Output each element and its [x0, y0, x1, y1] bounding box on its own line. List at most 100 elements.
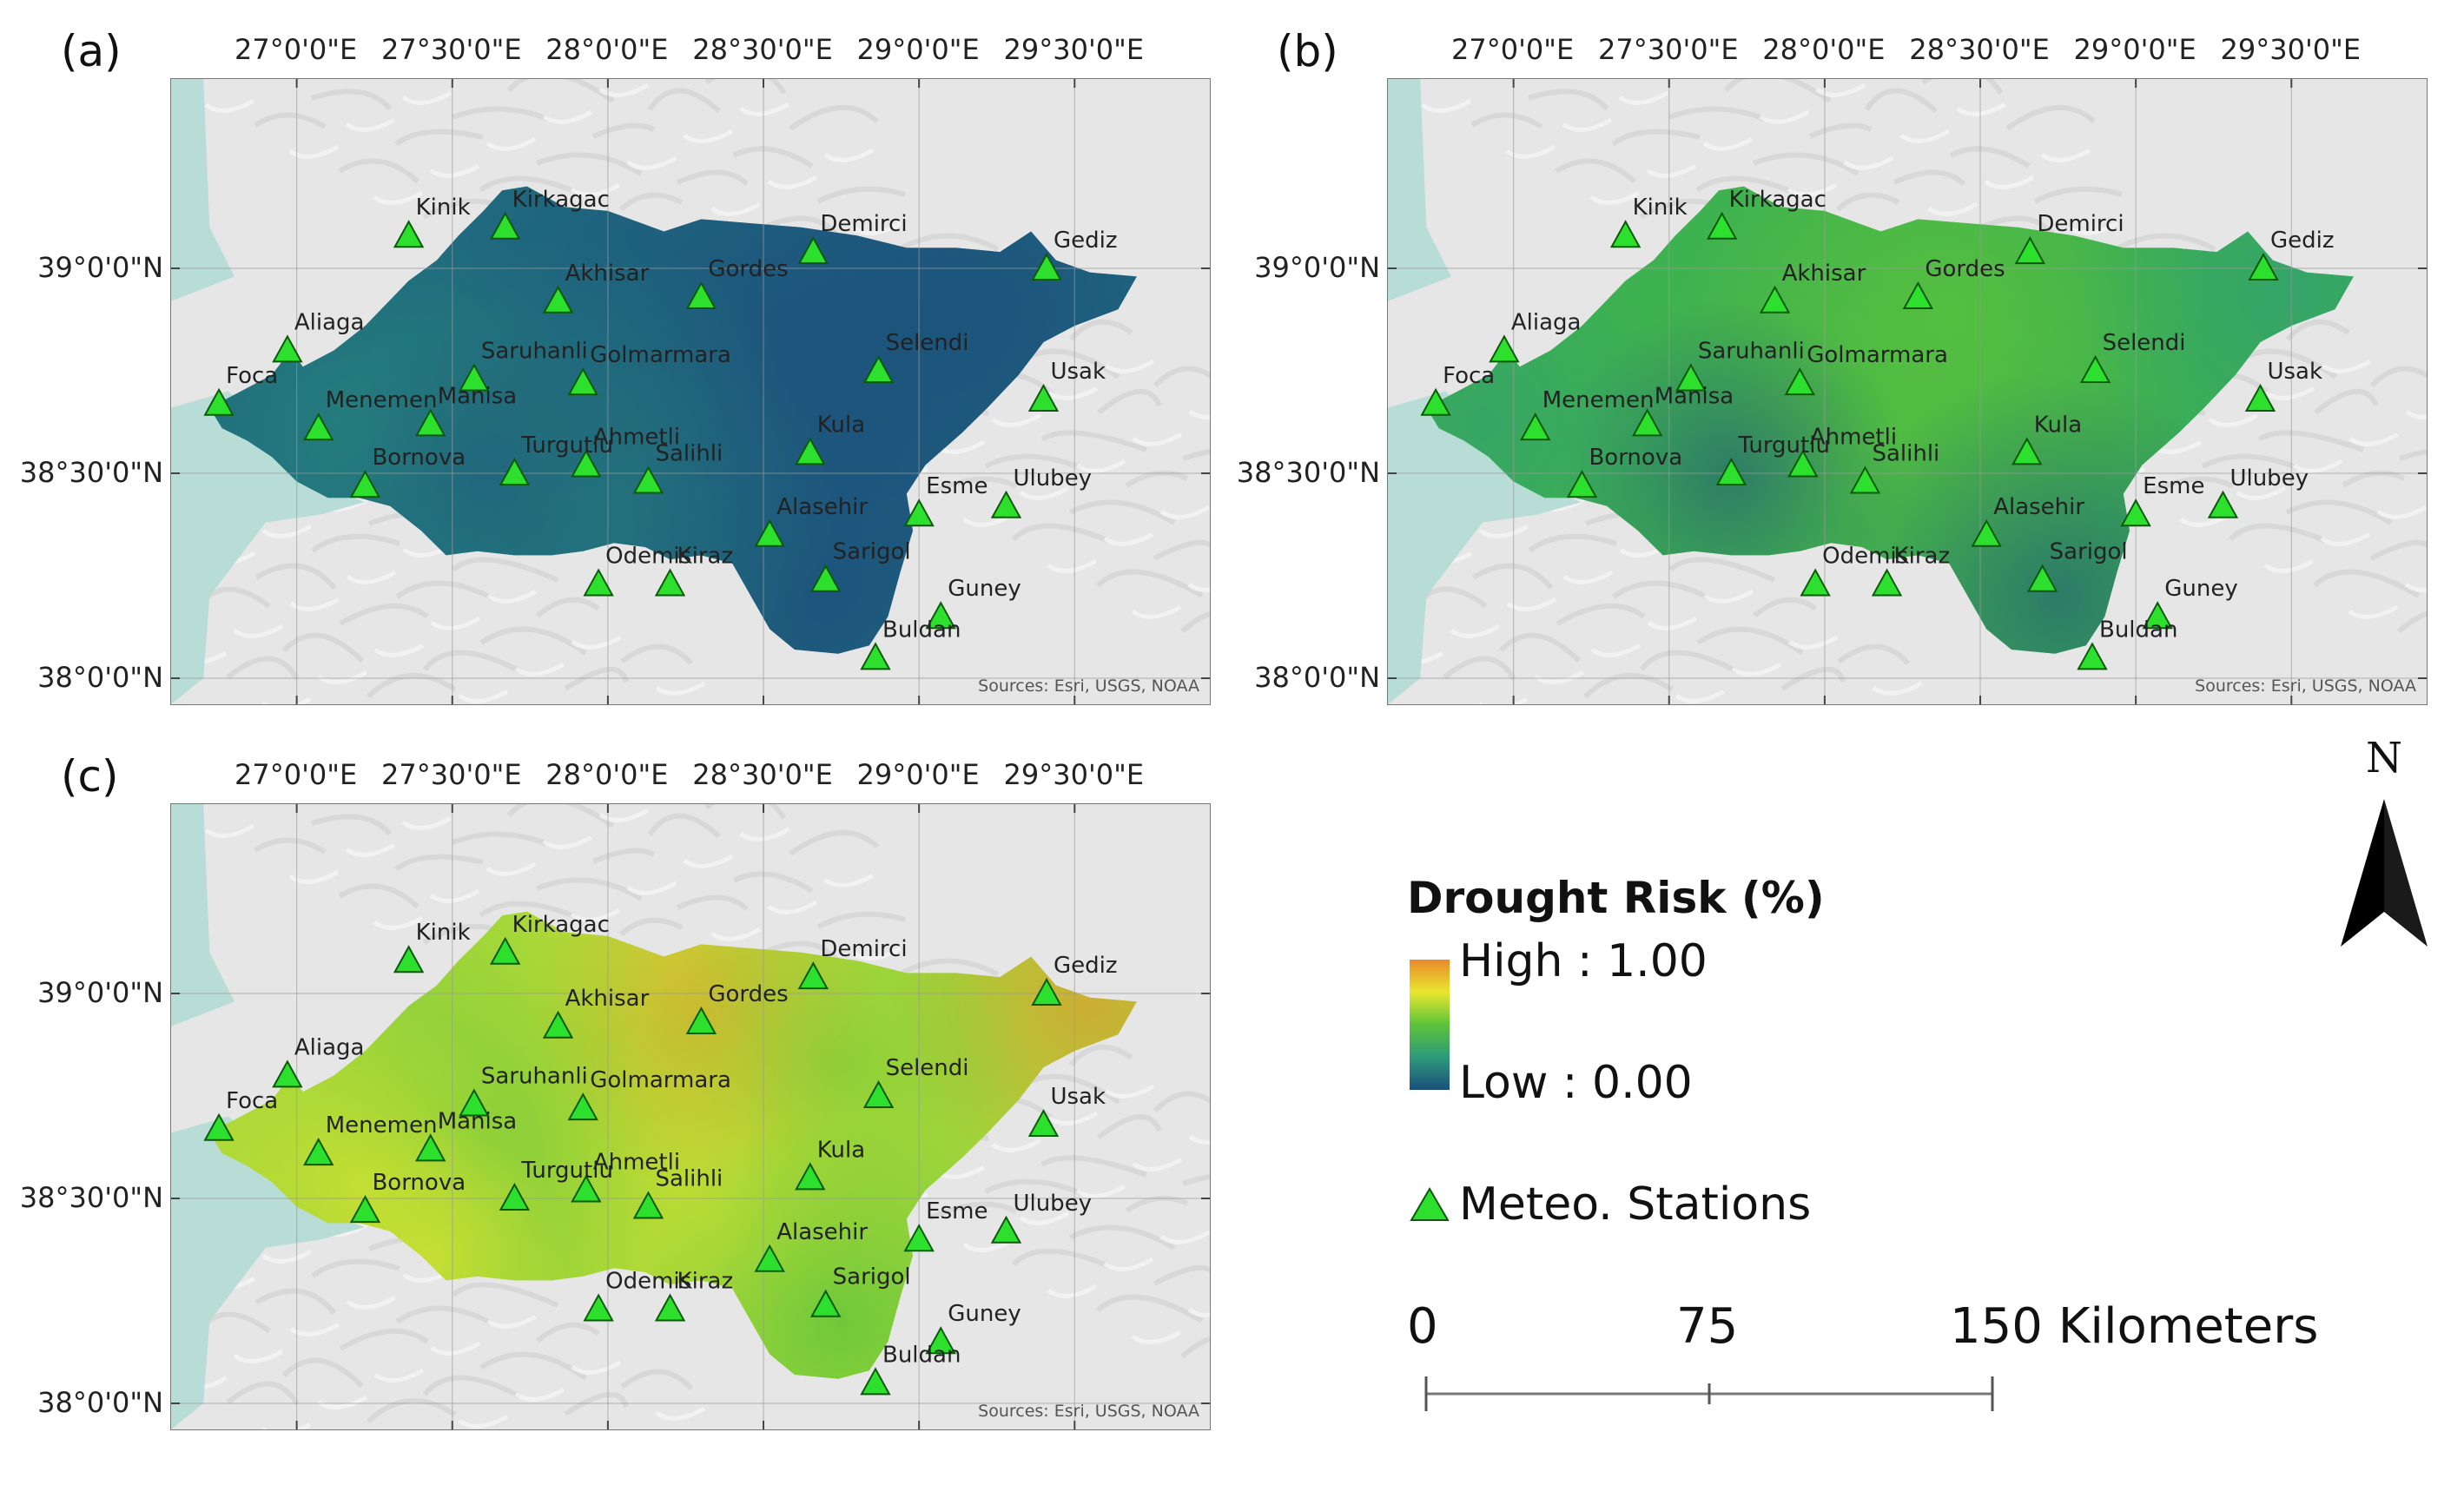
longitude-tick-label: 27°0'0"E: [235, 758, 358, 791]
station-marker-ulubey: [990, 490, 1022, 518]
station-label-saruhanli: Saruhanli: [481, 1063, 588, 1089]
station-marker-ulubey: [2207, 490, 2239, 518]
station-label-kirkagac: Kirkagac: [512, 912, 610, 938]
station-label-kinik: Kinik: [416, 195, 471, 221]
longitude-tick-label: 28°0'0"E: [545, 33, 669, 66]
longitude-tick-label: 28°0'0"E: [545, 758, 669, 791]
station-label-odemis: Odemis: [1822, 543, 1908, 569]
station-label-selendi: Selendi: [886, 1055, 969, 1081]
longitude-tick-label: 27°30'0"E: [381, 33, 522, 66]
longitude-tick-label: 29°0'0"E: [856, 33, 980, 66]
station-label-manisa: Manisa: [1655, 383, 1734, 409]
station-label-aliaga: Aliaga: [1511, 309, 1582, 335]
station-marker-kirkagac: [1706, 211, 1738, 240]
station-label-gediz: Gediz: [1054, 228, 1118, 254]
station-label-gediz: Gediz: [1054, 953, 1118, 979]
station-marker-aliaga: [272, 1059, 303, 1088]
station-marker-foca: [203, 387, 235, 416]
station-marker-foca: [203, 1112, 235, 1141]
station-label-demirci: Demirci: [2037, 211, 2124, 237]
longitude-tick-label: 28°30'0"E: [1909, 33, 2050, 66]
scale-tick-75: 75: [1676, 1298, 1739, 1355]
station-label-guney: Guney: [948, 1301, 1021, 1327]
station-marker-alasehir: [754, 1244, 785, 1272]
panel-label: (b): [1277, 26, 1338, 76]
station-marker-turgutlu: [1715, 457, 1747, 485]
latitude-tick-label: 39°0'0"N: [37, 976, 163, 1009]
legend-title: Drought Risk (%): [1407, 873, 1825, 923]
latitude-tick-label: 38°0'0"N: [1254, 661, 1380, 694]
station-label-ulubey: Ulubey: [2229, 465, 2309, 492]
latitude-tick-label: 38°30'0"N: [19, 1181, 163, 1214]
station-marker-manisa: [1631, 408, 1663, 437]
scale-tick-150: 150 Kilometers: [1950, 1298, 2319, 1355]
station-marker-esme: [2120, 498, 2151, 527]
station-label-kiraz: Kiraz: [1894, 543, 1951, 569]
station-marker-manisa: [414, 408, 446, 437]
longitude-tick-label: 27°30'0"E: [1598, 33, 1739, 66]
map-svg: Kinik Kirkagac Demirci Gediz Akhisar Gordes Al…: [171, 79, 1210, 704]
station-marker-esme: [903, 498, 935, 527]
station-label-odemis: Odemis: [605, 1268, 691, 1294]
station-marker-esme: [903, 1224, 935, 1252]
station-label-usak: Usak: [1050, 359, 1106, 385]
station-label-gediz: Gediz: [2270, 228, 2335, 254]
longitude-tick-label: 28°0'0"E: [1762, 33, 1886, 66]
latitude-tick-label: 38°30'0"N: [1236, 456, 1380, 489]
station-marker-buldan: [860, 642, 891, 670]
station-marker-selendi: [2079, 354, 2111, 383]
station-marker-menemen: [1520, 412, 1551, 441]
station-label-guney: Guney: [948, 576, 1021, 602]
station-marker-selendi: [862, 354, 895, 383]
station-label-kirkagac: Kirkagac: [1729, 187, 1827, 213]
station-label-salihli: Salihli: [655, 440, 723, 466]
station-label-bornova: Bornova: [372, 445, 466, 471]
station-marker-salihli: [1849, 465, 1881, 494]
station-label-alasehir: Alasehir: [776, 494, 868, 520]
station-label-foca: Foca: [226, 363, 278, 389]
station-marker-gordes: [685, 1006, 717, 1035]
station-label-esme: Esme: [926, 1198, 988, 1224]
station-label-ahmetli: Ahmetli: [593, 425, 680, 451]
station-label-kinik: Kinik: [416, 920, 471, 946]
station-marker-gediz: [1031, 252, 1062, 280]
station-label-foca: Foca: [226, 1088, 278, 1114]
station-marker-sarigol: [2026, 564, 2058, 592]
north-arrow-icon: [2341, 799, 2428, 947]
station-label-usak: Usak: [2267, 359, 2322, 385]
map-credit: Sources: Esri, USGS, NOAA: [978, 1402, 1199, 1421]
station-label-selendi: Selendi: [886, 330, 969, 356]
station-marker-alasehir: [1971, 518, 2002, 547]
station-marker-sarigol: [809, 564, 842, 592]
station-label-akhisar: Akhisar: [565, 261, 650, 287]
station-marker-usak: [1027, 383, 1060, 412]
station-marker-golmarmara: [1784, 367, 1815, 396]
station-label-saruhanli: Saruhanli: [481, 338, 588, 364]
station-marker-salihli: [632, 465, 664, 494]
station-label-usak: Usak: [1050, 1084, 1106, 1110]
latitude-tick-label: 39°0'0"N: [1254, 251, 1380, 284]
station-marker-akhisar: [542, 1010, 574, 1039]
station-label-bornova: Bornova: [372, 1170, 466, 1196]
longitude-tick-label: 29°0'0"E: [2073, 33, 2196, 66]
station-marker-demirci: [797, 236, 829, 265]
station-label-gordes: Gordes: [1925, 256, 2005, 282]
longitude-tick-label: 29°30'0"E: [1003, 758, 1145, 791]
station-label-salihli: Salihli: [655, 1165, 723, 1191]
station-label-menemen: Menemen: [326, 1112, 438, 1138]
station-label-foca: Foca: [1443, 363, 1495, 389]
station-label-kula: Kula: [817, 1137, 865, 1163]
station-marker-selendi: [862, 1079, 895, 1108]
longitude-tick-label: 29°30'0"E: [2220, 33, 2362, 66]
station-label-akhisar: Akhisar: [1782, 261, 1866, 287]
station-marker-bornova: [349, 470, 381, 498]
station-marker-kiraz: [654, 1293, 686, 1322]
station-label-ahmetli: Ahmetli: [1810, 425, 1897, 451]
color-ramp: [1410, 960, 1450, 1090]
station-marker-buldan: [860, 1367, 891, 1396]
latitude-tick-label: 38°0'0"N: [37, 661, 163, 694]
panel-label: (a): [61, 26, 122, 76]
station-label-kirkagac: Kirkagac: [512, 187, 610, 213]
longitude-tick-label: 29°0'0"E: [856, 758, 980, 791]
station-marker-menemen: [303, 1138, 334, 1166]
